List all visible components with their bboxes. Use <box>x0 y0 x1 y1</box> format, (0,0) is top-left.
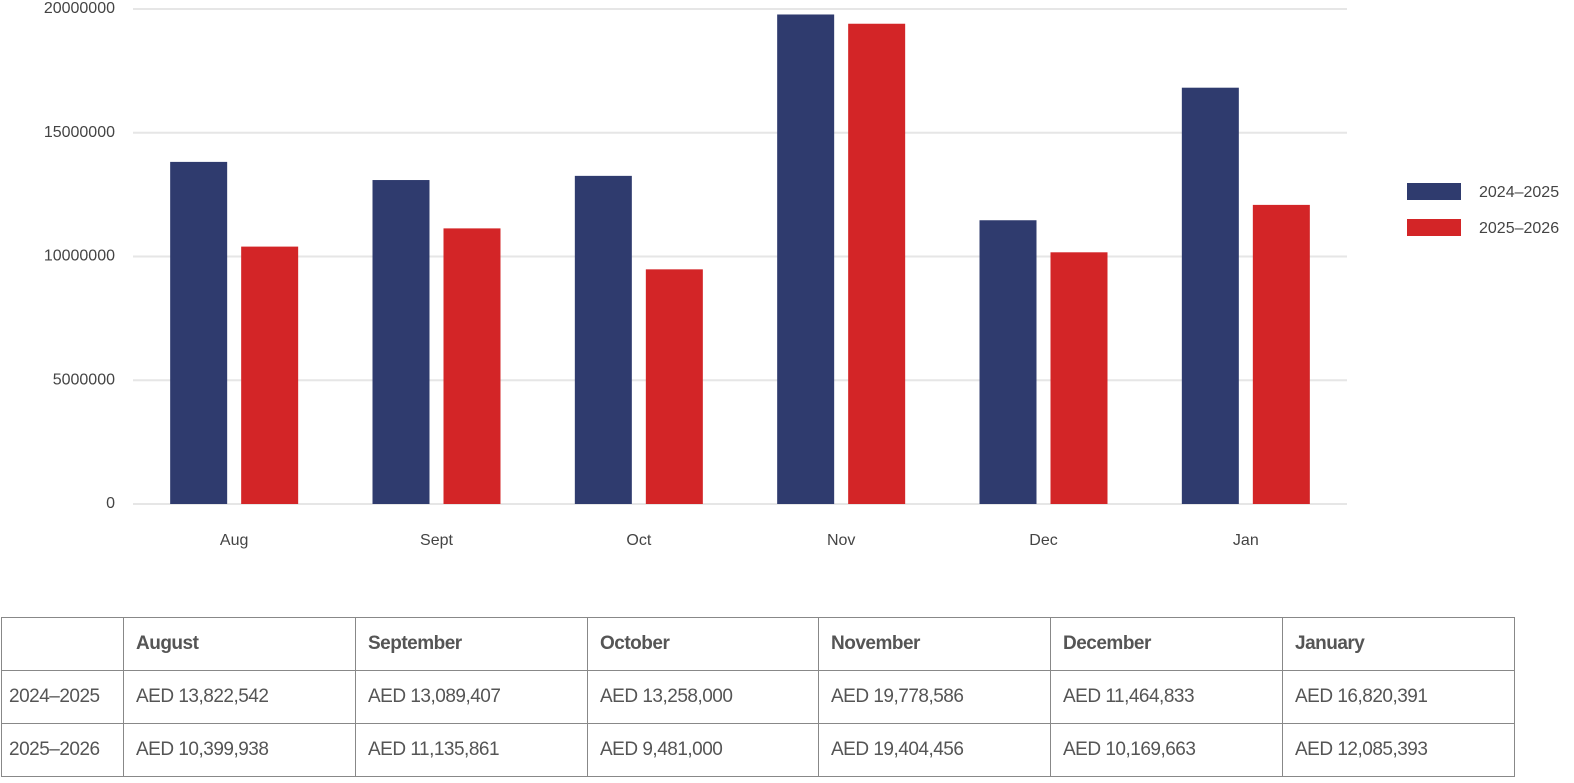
table-cell: 2024–2025 <box>1 670 124 724</box>
y-tick-label: 0 <box>106 495 115 512</box>
table-cell: AED 19,404,456 <box>818 723 1051 777</box>
table-cell: AED 16,820,391 <box>1282 670 1515 724</box>
table-cell: AED 10,399,938 <box>123 723 356 777</box>
column-header: December <box>1050 617 1283 671</box>
bar <box>170 161 228 504</box>
data-table: August September October November December Ja… <box>1 617 1515 777</box>
bar <box>1050 252 1108 504</box>
bar <box>443 228 501 504</box>
bar <box>979 220 1037 505</box>
table-cell: AED 19,778,586 <box>818 670 1051 724</box>
bar <box>574 175 632 504</box>
x-tick-label: Oct <box>626 532 651 549</box>
table-cell: AED 11,464,833 <box>1050 670 1283 724</box>
bar <box>1252 204 1310 504</box>
table-row: 2024–2025 AED 13,822,542 AED 13,089,407 AED… <box>1 670 1515 724</box>
x-tick-label: Dec <box>1029 532 1057 549</box>
y-tick-label: 10000000 <box>44 248 115 265</box>
table-row: 2025–2026 AED 10,399,938 AED 11,135,861 AED… <box>1 723 1515 777</box>
table-cell: 2025–2026 <box>1 723 124 777</box>
bar <box>1181 87 1239 505</box>
bar <box>241 246 299 504</box>
bar <box>372 180 430 504</box>
bar <box>645 269 703 504</box>
legend-label: 2025–2026 <box>1479 220 1559 237</box>
y-tick-label: 5000000 <box>53 371 115 388</box>
table-cell: AED 11,135,861 <box>355 723 588 777</box>
bar <box>848 23 906 504</box>
column-header: October <box>587 617 819 671</box>
x-tick-label: Jan <box>1233 532 1259 549</box>
legend-swatch <box>1407 183 1461 200</box>
column-header: January <box>1282 617 1515 671</box>
x-tick-label: Aug <box>220 532 248 549</box>
legend-label: 2024–2025 <box>1479 184 1559 201</box>
table-cell: AED 12,085,393 <box>1282 723 1515 777</box>
column-header: November <box>818 617 1051 671</box>
column-header: September <box>355 617 588 671</box>
x-tick-label: Sept <box>420 532 453 549</box>
table-cell: AED 10,169,663 <box>1050 723 1283 777</box>
legend-swatch <box>1407 219 1461 236</box>
bar <box>777 14 835 504</box>
chart: 0 5000000 10000000 15000000 20000000 Aug Sept O… <box>44 0 1559 549</box>
header-row: August September October November December Ja… <box>1 617 1515 671</box>
column-header: August <box>123 617 356 671</box>
y-tick-label: 15000000 <box>44 124 115 141</box>
table-cell: AED 13,822,542 <box>123 670 356 724</box>
table-cell: AED 9,481,000 <box>587 723 819 777</box>
table-cell: AED 13,258,000 <box>587 670 819 724</box>
table-cell: AED 13,089,407 <box>355 670 588 724</box>
x-tick-label: Nov <box>827 532 855 549</box>
y-tick-label: 20000000 <box>44 0 115 17</box>
column-header <box>1 617 124 671</box>
